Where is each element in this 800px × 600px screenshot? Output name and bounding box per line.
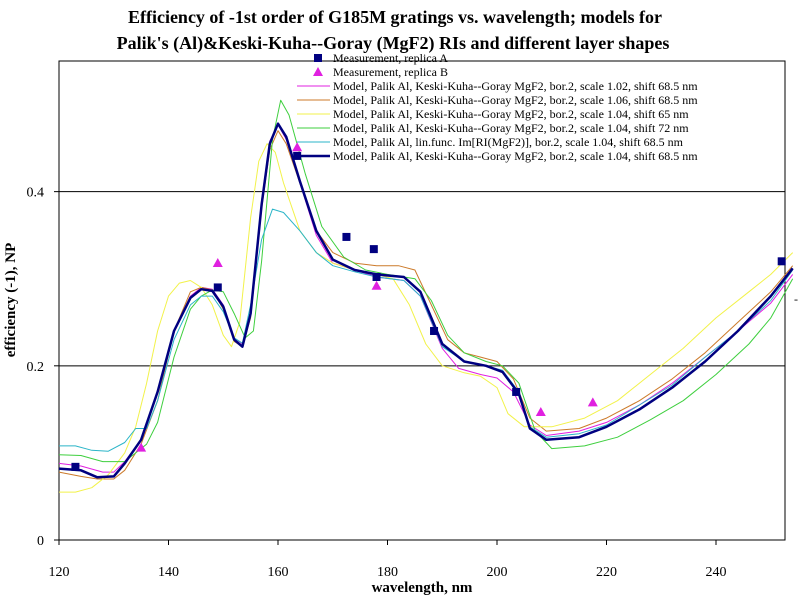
legend-label-5: Model, Palik Al, Keski-Kuha--Goray MgF2,… [333,121,689,135]
legend-item-5: Model, Palik Al, Keski-Kuha--Goray MgF2,… [297,121,689,135]
legend-label-6: Model, Palik Al, lin.func. Im[RI(MgF2)],… [333,135,684,149]
data-point-replica-a [213,283,222,292]
legend-label-4: Model, Palik Al, Keski-Kuha--Goray MgF2,… [333,107,689,121]
chart-title-line-2: Palik's (Al)&Keski-Kuha--Goray (MgF2) RI… [117,33,670,54]
data-point-replica-b [535,406,546,416]
x-tick-label: 200 [487,565,508,580]
legend-item-7: Model, Palik Al, Keski-Kuha--Goray MgF2,… [297,149,698,163]
data-point-replica-b [371,280,382,290]
y-axis-title: efficiency (-1), NP [3,243,19,358]
data-point-replica-a [372,272,381,281]
legend-item-1: Measurement, replica B [313,65,448,79]
y-tick-label: 0.2 [27,360,45,375]
right-edge-mark: - [794,292,798,306]
legend-label-2: Model, Palik Al, Keski-Kuha--Goray MgF2,… [333,79,698,93]
series-layer [58,99,794,493]
data-point-replica-a [512,387,521,396]
legend-item-3: Model, Palik Al, Keski-Kuha--Goray MgF2,… [297,93,698,107]
legend-item-2: Model, Palik Al, Keski-Kuha--Goray MgF2,… [297,79,698,93]
x-tick-label: 140 [158,565,179,580]
data-point-replica-a [777,257,786,266]
legend-label-7: Model, Palik Al, Keski-Kuha--Goray MgF2,… [333,149,698,163]
series-line-6 [59,208,794,452]
chart-title-line-1: Efficiency of -1st order of G185M gratin… [128,7,662,27]
axis-ticks: 120 140 160 180 200 220 240 0 0.2 0.4 [27,186,727,580]
data-point-replica-b [587,397,598,407]
x-tick-label: 220 [596,565,617,580]
series-line-5 [58,99,794,463]
y-tick-label: 0 [37,534,44,549]
x-tick-label: 120 [49,565,70,580]
legend-item-6: Model, Palik Al, lin.func. Im[RI(MgF2)],… [297,135,684,149]
legend-label-3: Model, Palik Al, Keski-Kuha--Goray MgF2,… [333,93,698,107]
legend-label-0: Measurement, replica A [333,51,448,65]
legend-item-4: Model, Palik Al, Keski-Kuha--Goray MgF2,… [297,107,689,121]
x-tick-label: 180 [377,565,398,580]
y-tick-label: 0.4 [27,186,45,201]
x-tick-label: 240 [706,565,727,580]
gridlines [59,191,785,367]
data-point-replica-b [292,142,303,152]
data-point-replica-b [136,442,147,452]
data-point-replica-a [369,245,378,254]
legend-marker-1 [313,67,323,76]
data-point-replica-b [212,258,223,268]
x-tick-label: 160 [268,565,289,580]
legend-marker-0 [314,54,322,62]
legend-label-1: Measurement, replica B [333,65,448,79]
data-point-replica-a [430,326,439,335]
x-axis-title: wavelength, nm [372,580,473,596]
series-line-7 [58,122,794,479]
legend-item-0: Measurement, replica A [314,51,448,65]
data-point-replica-a [342,232,351,241]
data-point-replica-a [71,462,80,471]
